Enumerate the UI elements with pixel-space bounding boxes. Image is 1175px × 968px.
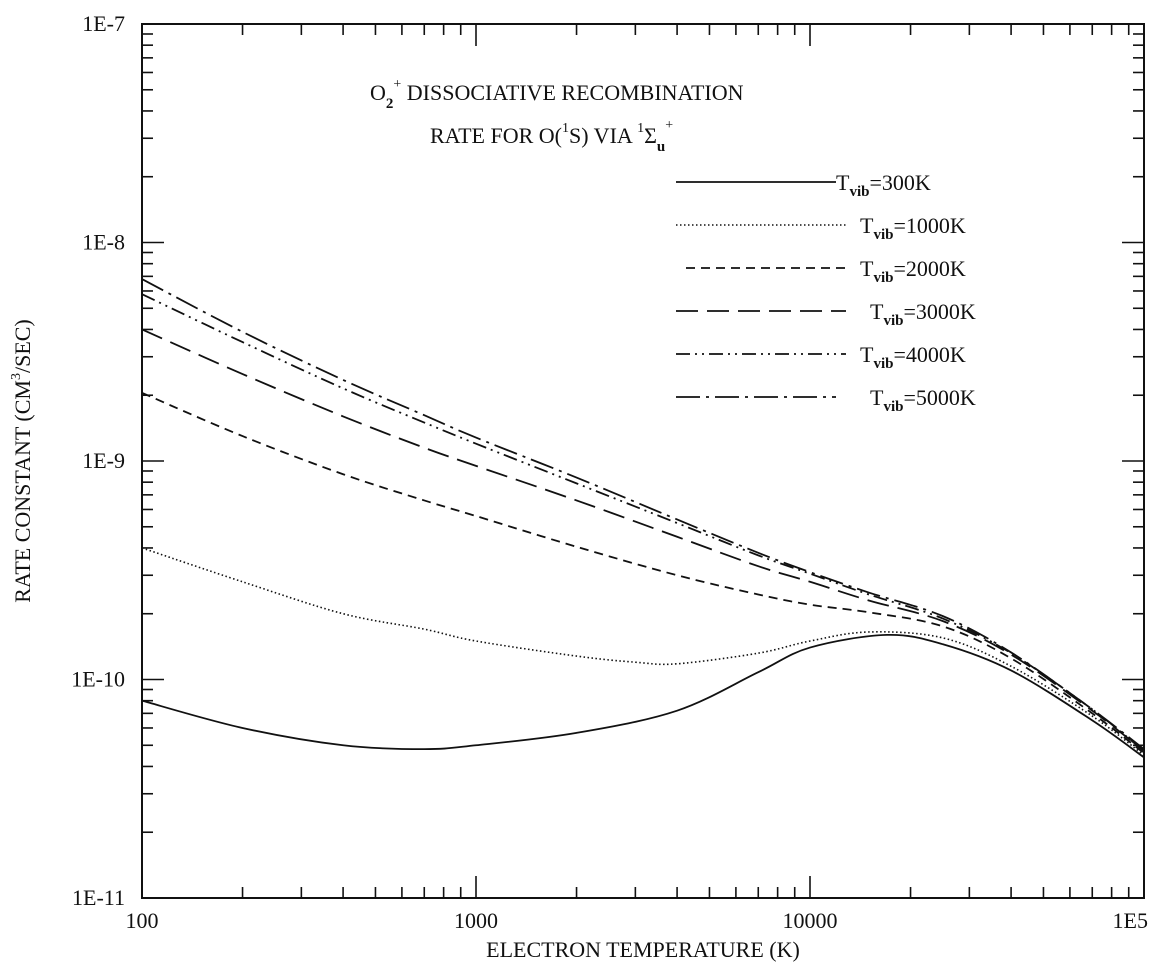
ylabel-prefix: RATE CONSTANT (CM (10, 380, 35, 603)
legend-label-4000k: Tvib=4000K (860, 342, 966, 372)
series-line-2000k (141, 392, 1145, 754)
ylabel-suffix: /SEC) (10, 319, 35, 373)
tick-labels: 100 1000 10000 1E5 1E-11 1E-10 1E-9 1E-8 1E-7 (71, 11, 1148, 933)
x-tick-label: 1E5 (1113, 908, 1148, 933)
title1-rest: DISSOCIATIVE RECOMBINATION (401, 80, 743, 105)
y-tick-label: 1E-11 (72, 885, 125, 910)
series-line-4000k (141, 293, 1145, 752)
series-line-3000k (141, 328, 1145, 752)
title2-sigma: Σ (644, 123, 657, 148)
y-axis-title: RATE CONSTANT (CM3/SEC) (9, 319, 35, 603)
title1-sub: 2 (386, 96, 394, 112)
legend-label-3000k: Tvib=3000K (870, 299, 976, 329)
x-axis-title: ELECTRON TEMPERATURE (K) (486, 937, 800, 962)
title2-mid: S) VIA (569, 123, 637, 148)
series-layer (141, 278, 1145, 759)
x-tick-label: 10000 (783, 908, 838, 933)
x-tick-label: 100 (126, 908, 159, 933)
ylabel-sup: 3 (9, 373, 24, 380)
title2-sup2: 1 (637, 121, 644, 136)
title2-sup1: 1 (562, 121, 569, 136)
y-tick-label: 1E-10 (71, 667, 125, 692)
title1-sup: + (393, 77, 401, 92)
y-tick-label: 1E-7 (82, 11, 125, 36)
y-tick-label: 1E-8 (82, 230, 125, 255)
legend-label-5000k: Tvib=5000K (870, 385, 976, 415)
title1-main: O (370, 80, 386, 105)
x-tick-label: 1000 (454, 908, 498, 933)
legend-label-1000k: Tvib=1000K (860, 213, 966, 243)
chart-title-line2: RATE FOR O(1S) VIA 1Σu+ (430, 118, 673, 155)
legend: Tvib=300K Tvib=1000K Tvib=2000K Tvib=3000K T… (676, 170, 976, 415)
y-tick-label: 1E-9 (82, 448, 125, 473)
series-line-300k (141, 633, 1145, 759)
legend-label-300k: Tvib=300K (836, 170, 931, 200)
series-line-5000k (141, 278, 1145, 750)
series-line-1000k (141, 547, 1145, 756)
legend-label-2000k: Tvib=2000K (860, 256, 966, 286)
plot-frame (141, 23, 1145, 899)
title2-sup3: + (665, 118, 673, 133)
chart-title-line1: O2 + DISSOCIATIVE RECOMBINATION (370, 77, 744, 112)
title2-prefix: RATE FOR O( (430, 123, 562, 148)
title2-sub: u (657, 139, 665, 155)
axis-ticks (141, 24, 1144, 899)
